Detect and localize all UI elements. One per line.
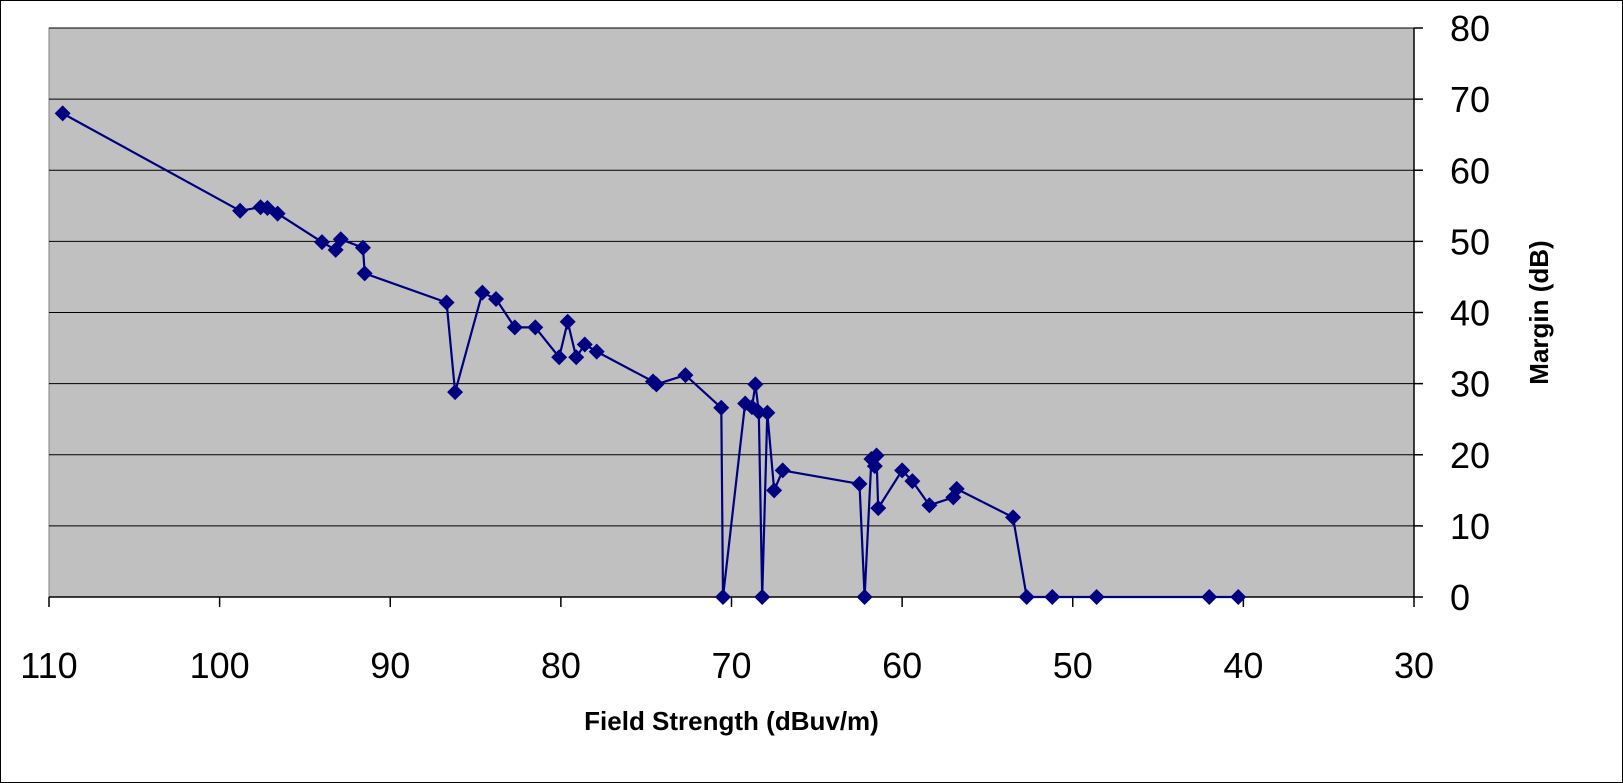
- data-point-marker: [54, 105, 71, 122]
- x-tick-label: 60: [882, 645, 922, 686]
- data-point-marker: [713, 399, 730, 416]
- x-tick-label: 50: [1053, 645, 1093, 686]
- data-point-marker: [588, 343, 605, 360]
- data-point-marker: [868, 447, 885, 464]
- x-tick-label: 30: [1394, 645, 1434, 686]
- data-point-marker: [894, 462, 911, 479]
- data-point-marker: [568, 349, 585, 366]
- data-point-marker: [774, 462, 791, 479]
- x-tick-label: 110: [20, 645, 77, 686]
- data-point-marker: [1201, 589, 1218, 605]
- data-point-marker: [447, 384, 464, 401]
- x-tick-label: 90: [370, 645, 410, 686]
- data-point-marker: [1005, 509, 1022, 526]
- data-point-marker: [747, 376, 764, 393]
- x-tick-label: 100: [190, 645, 250, 686]
- data-point-marker: [269, 205, 286, 222]
- data-point-marker: [488, 290, 505, 307]
- data-point-marker: [759, 404, 776, 421]
- data-point-marker: [766, 482, 783, 499]
- y-tick-label: 30: [1450, 364, 1490, 405]
- y-tick-label: 60: [1450, 150, 1490, 191]
- data-point-marker: [1230, 589, 1247, 605]
- data-point-marker: [506, 319, 523, 336]
- data-point-marker: [754, 589, 771, 605]
- data-point-marker: [551, 349, 568, 366]
- x-tick-label: 40: [1223, 645, 1263, 686]
- data-point-marker: [851, 475, 868, 492]
- data-point-marker: [576, 336, 593, 353]
- data-point-marker: [904, 473, 921, 490]
- tick-labels: 110 100 90 80 70 60 50 40 30 0 10 20 30 40 50 60 70 80: [20, 8, 1490, 686]
- data-point-marker: [314, 234, 330, 251]
- data-point-marker: [870, 500, 887, 517]
- data-point-marker: [948, 480, 965, 497]
- y-tick-label: 70: [1450, 79, 1490, 120]
- data-point-marker: [1018, 589, 1035, 605]
- data-point-marker: [527, 319, 544, 336]
- data-point-marker: [354, 239, 371, 256]
- x-tick-label: 70: [711, 645, 751, 686]
- data-point-marker: [232, 202, 249, 219]
- data-point-marker: [356, 265, 373, 282]
- data-point-marker: [559, 313, 576, 330]
- y-tick-label: 20: [1450, 435, 1490, 476]
- data-point-marker: [677, 367, 694, 384]
- data-point-marker: [332, 231, 349, 248]
- y-tick-label: 80: [1450, 8, 1490, 49]
- data-point-marker: [866, 458, 883, 475]
- data-point-marker: [474, 284, 491, 301]
- y-tick-label: 10: [1450, 506, 1490, 547]
- data-point-marker: [648, 376, 665, 393]
- data-point-marker: [1088, 589, 1105, 605]
- gridlines: [49, 27, 1414, 527]
- data-point-marker: [714, 589, 731, 605]
- y-tick-label: 0: [1450, 577, 1470, 618]
- y-axis-title: Margin (dB): [1524, 240, 1554, 384]
- data-point-marker: [1044, 589, 1061, 605]
- series: [54, 105, 1247, 605]
- x-tick-label: 80: [541, 645, 581, 686]
- data-point-marker: [921, 497, 938, 514]
- y-tick-label: 50: [1450, 221, 1490, 262]
- y-tick-label: 40: [1450, 293, 1490, 334]
- data-point-marker: [438, 294, 455, 311]
- data-point-marker: [856, 589, 873, 605]
- x-axis-title: Field Strength (dBuv/m): [584, 706, 879, 736]
